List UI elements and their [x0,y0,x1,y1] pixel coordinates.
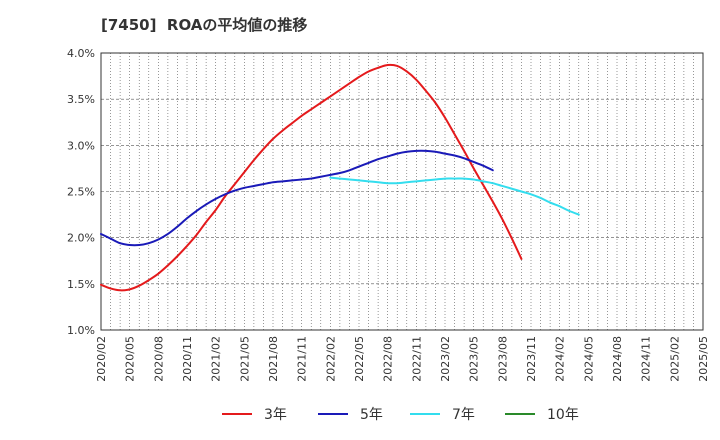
x-tick-label: 2021/08 [267,336,280,382]
x-tick-label: 2024/02 [554,336,567,382]
series-line-1 [100,149,494,247]
series-line-2 [329,176,580,216]
y-tick-label: 2.0% [67,232,95,245]
y-tick-label: 3.5% [67,93,95,106]
x-tick-label: 2022/02 [324,336,337,382]
y-tick-label: 1.0% [67,324,95,337]
x-tick-label: 2021/11 [296,336,309,382]
legend-label: 10年 [547,407,579,423]
legend-label: 3年 [264,407,287,423]
x-tick-label: 2023/02 [439,336,452,382]
x-tick-label: 2020/05 [124,336,137,382]
y-tick-label: 4.0% [67,47,95,60]
x-tick-label: 2022/08 [382,336,395,382]
series-line-0 [100,63,523,292]
legend-label: 7年 [452,407,475,423]
x-tick-label: 2020/11 [181,336,194,382]
x-tick-label: 2023/11 [525,336,538,382]
x-tick-label: 2020/02 [95,336,108,382]
x-tick-label: 2025/05 [697,336,710,382]
x-tick-label: 2023/08 [496,336,509,382]
plot-border [100,52,704,331]
legend-label: 5年 [360,407,383,423]
x-tick-label: 2024/08 [611,336,624,382]
x-tick-label: 2020/08 [152,336,165,382]
y-tick-label: 1.5% [67,278,95,291]
x-tick-label: 2022/05 [353,336,366,382]
y-tick-label: 2.5% [67,186,95,199]
x-tick-label: 2025/02 [668,336,681,382]
x-tick-label: 2021/02 [210,336,223,382]
x-tick-label: 2024/11 [640,336,653,382]
x-tick-label: 2023/05 [468,336,481,382]
x-tick-label: 2024/05 [582,336,595,382]
y-tick-label: 3.0% [67,139,95,152]
x-tick-label: 2021/05 [238,336,251,382]
x-tick-label: 2022/11 [410,336,423,382]
chart-title: [7450] ROAの平均値の推移 [101,16,308,34]
